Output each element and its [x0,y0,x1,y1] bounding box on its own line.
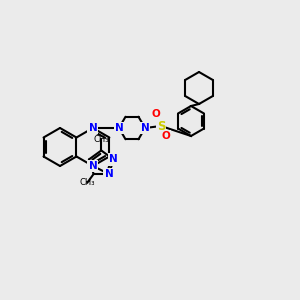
Text: N: N [109,154,118,164]
Text: CH₃: CH₃ [80,178,95,188]
Text: N: N [88,161,97,171]
Text: N: N [88,123,97,133]
Text: O: O [152,109,160,119]
Text: N: N [115,123,123,133]
Text: S: S [157,119,165,133]
Text: N: N [104,169,113,179]
Text: CH₃: CH₃ [94,135,109,144]
Text: O: O [162,131,170,141]
Text: N: N [141,123,149,133]
